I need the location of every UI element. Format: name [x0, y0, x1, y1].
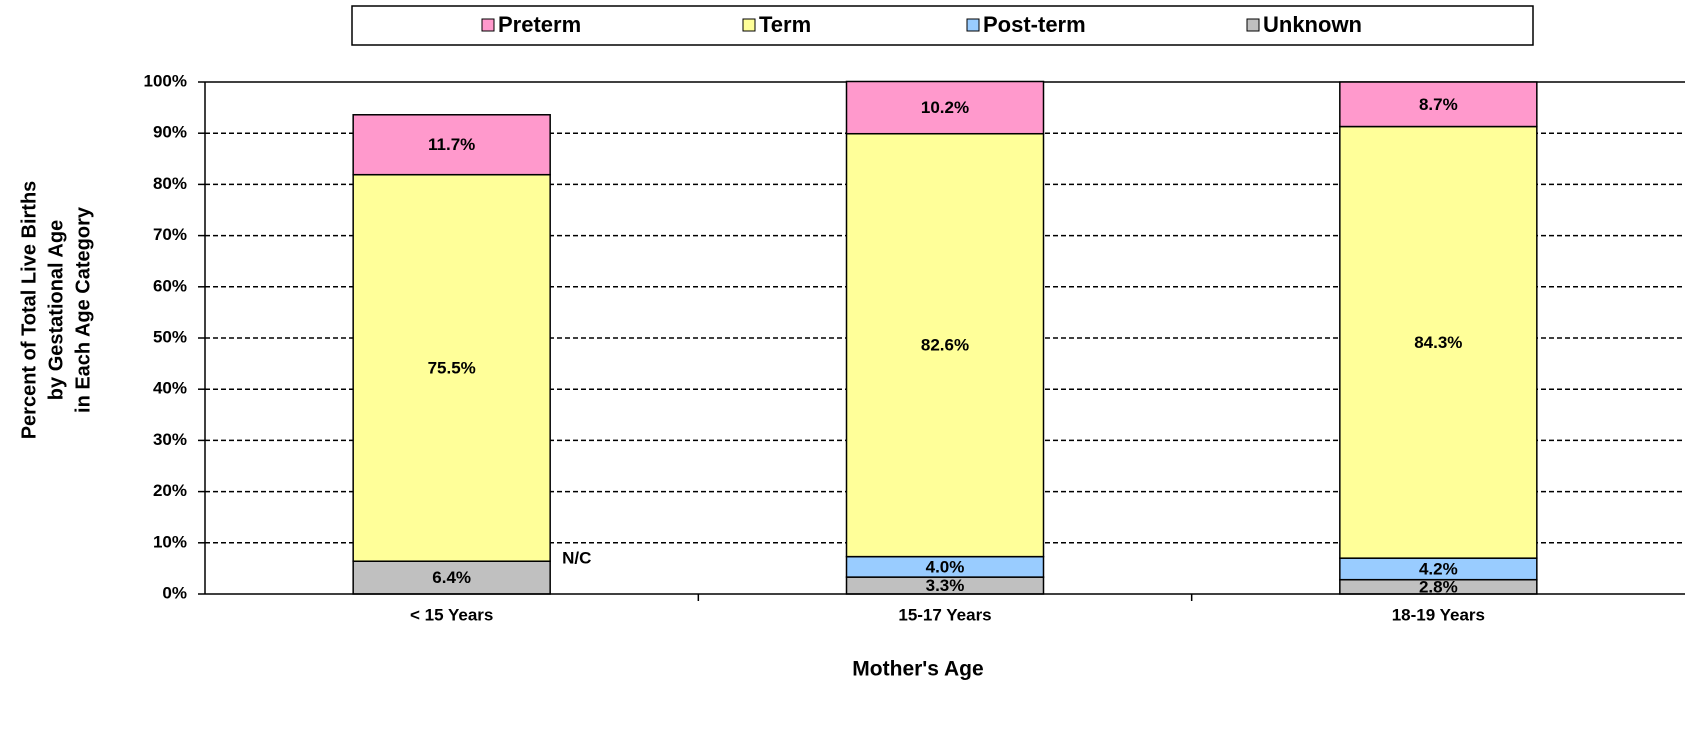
x-axis-title: Mother's Age: [852, 658, 983, 681]
legend-label: Term: [759, 12, 811, 37]
data-label: 84.3%: [1414, 333, 1462, 352]
data-label: 4.2%: [1419, 559, 1458, 578]
legend-swatch: [481, 18, 495, 32]
legend-box: [351, 5, 1534, 46]
y-tick-label: 70%: [153, 225, 187, 244]
bar-segment: [1339, 125, 1538, 559]
legend-swatch: [1246, 18, 1260, 32]
y-tick-label: 60%: [153, 276, 187, 295]
data-label: 75.5%: [428, 358, 476, 377]
data-label: 8.7%: [1419, 95, 1458, 114]
x-tick-label: 15-17 Years: [898, 605, 991, 624]
bar-segment: [352, 560, 551, 595]
bar-segment: [1339, 81, 1538, 128]
y-tick-label: 100%: [144, 71, 187, 90]
data-label: 10.2%: [921, 98, 969, 117]
x-tick-label: < 15 Years: [410, 605, 493, 624]
y-tick-label: 80%: [153, 174, 187, 193]
legend-swatch: [742, 18, 756, 32]
y-tick-label: 0%: [162, 583, 187, 602]
data-label: N/C: [562, 549, 591, 568]
bar-segment: [845, 80, 1045, 135]
legend-label: Preterm: [498, 12, 581, 37]
legend-label: Post-term: [983, 12, 1086, 37]
data-label: 11.7%: [428, 135, 475, 154]
y-tick-label: 20%: [153, 481, 187, 500]
y-tick-label: 50%: [153, 327, 187, 346]
y-axis-title: by Gestational Age: [45, 220, 67, 400]
bar-segment: [352, 114, 551, 176]
data-label: 6.4%: [432, 568, 471, 587]
bar-segment: [845, 132, 1045, 558]
y-axis-title: in Each Age Category: [72, 206, 94, 413]
data-label: 82.6%: [921, 336, 969, 355]
y-tick-label: 30%: [153, 430, 187, 449]
y-tick-label: 10%: [153, 532, 187, 551]
y-axis-title: Percent of Total Live Births: [18, 181, 40, 440]
y-tick-label: 40%: [153, 379, 187, 398]
data-label: 3.3%: [926, 576, 965, 595]
x-tick-label: 18-19 Years: [1392, 605, 1485, 624]
legend-label: Unknown: [1263, 12, 1362, 37]
y-tick-label: 90%: [153, 123, 187, 142]
data-label: 4.0%: [926, 557, 965, 576]
bar-segment: [352, 173, 551, 562]
legend-swatch: [966, 18, 980, 32]
data-label: 2.8%: [1419, 577, 1458, 596]
